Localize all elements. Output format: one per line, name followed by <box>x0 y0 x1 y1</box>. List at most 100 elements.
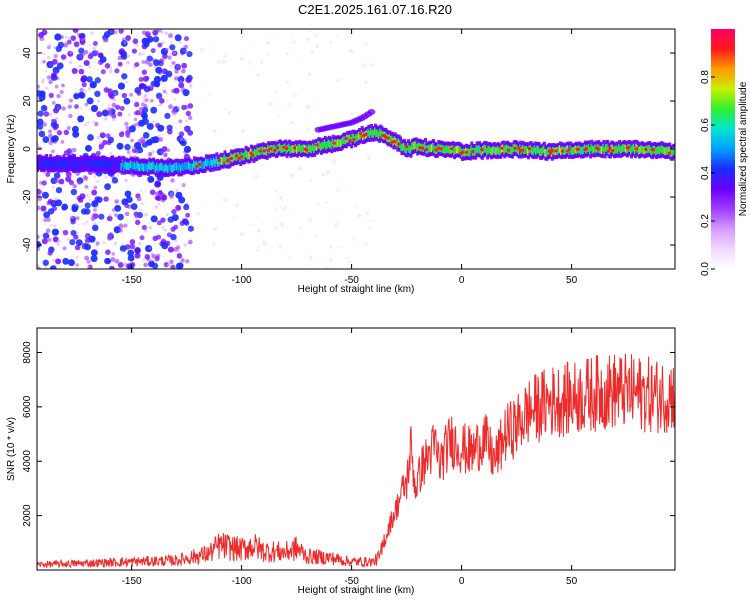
y-tick-label: 2000 <box>22 504 33 527</box>
heatmap-noise-cell <box>121 92 128 99</box>
heatmap-noise-cell <box>298 166 303 171</box>
heatmap-noise-cell <box>87 87 92 91</box>
heatmap-noise-cell <box>259 60 264 65</box>
heatmap-noise-cell <box>232 216 236 220</box>
heatmap-noise-cell <box>254 174 259 179</box>
heatmap-noise-cell <box>131 145 135 150</box>
heatmap-noise-cell <box>129 92 133 97</box>
heatmap-noise-cell <box>161 242 169 250</box>
heatmap-noise-cell <box>133 117 138 122</box>
heatmap-noise-cell <box>308 218 313 222</box>
heatmap-noise-cell <box>274 90 277 93</box>
heatmap-noise-cell <box>173 87 180 94</box>
heatmap-noise-cell <box>61 203 69 211</box>
heatmap-noise-cell <box>97 96 100 100</box>
heatmap-noise-cell <box>175 245 181 250</box>
heatmap-noise-cell <box>349 48 352 52</box>
heatmap-noise-cell <box>182 49 187 53</box>
heatmap-noise-cell <box>360 145 363 147</box>
heatmap-noise-cell <box>157 104 160 107</box>
snr-frame <box>36 327 676 571</box>
heatmap-noise-cell <box>157 202 161 206</box>
heatmap-noise-cell <box>127 265 134 269</box>
heatmap-noise-cell <box>131 48 138 54</box>
heatmap-noise-cell <box>148 225 153 230</box>
heatmap-noise-cell <box>43 218 48 223</box>
heatmap-noise-cell <box>118 223 124 229</box>
heatmap-noise-cell <box>95 241 100 246</box>
heatmap-noise-cell <box>79 39 86 46</box>
heatmap-noise-cell <box>222 197 228 202</box>
heatmap-noise-cell <box>56 129 62 135</box>
heatmap-noise-cell <box>117 213 124 221</box>
heatmap-noise-cell <box>369 63 374 67</box>
heatmap-noise-cell <box>95 205 99 209</box>
heatmap-noise-cell <box>179 220 185 226</box>
heatmap-noise-cell <box>96 61 100 65</box>
heatmap-noise-cell <box>183 145 192 153</box>
heatmap-noise-cell <box>162 89 167 94</box>
heatmap-noise-cell <box>147 175 155 183</box>
heatmap-noise-cell <box>77 115 85 123</box>
heatmap-noise-cell <box>140 202 144 206</box>
heatmap-noise-cell <box>116 173 120 177</box>
heatmap-noise-cell <box>227 110 232 115</box>
heatmap-noise-cell <box>182 89 190 97</box>
heatmap-noise-cell <box>183 117 186 120</box>
heatmap-noise-cell <box>325 201 328 204</box>
heatmap-noise-cell <box>183 243 187 247</box>
heatmap-noise-cell <box>159 117 162 120</box>
heatmap-noise-cell <box>113 243 117 246</box>
heatmap-noise-cell <box>221 59 226 64</box>
heatmap-noise-cell <box>147 31 151 35</box>
heatmap-noise-cell <box>105 68 109 71</box>
heatmap-noise-cell <box>129 239 136 245</box>
heatmap-noise-cell <box>181 184 184 187</box>
heatmap-noise-cell <box>52 258 56 262</box>
colorbar-ticks: 0.0 0.2 0.4 0.6 0.8 <box>700 70 715 276</box>
heatmap-noise-cell <box>52 185 55 189</box>
heatmap-noise-cell <box>111 113 117 119</box>
heatmap-noise-cell <box>157 42 163 48</box>
heatmap-noise-cell <box>90 104 99 113</box>
heatmap-noise-cell <box>334 129 336 131</box>
heatmap-noise-cell <box>154 205 159 209</box>
heatmap-noise-cell <box>94 61 97 64</box>
heatmap-noise-cell <box>146 35 154 43</box>
heatmap-noise-cell <box>273 34 276 37</box>
heatmap-noise-cell <box>283 200 285 203</box>
heatmap-noise-cell <box>87 134 94 141</box>
heatmap-noise-cell <box>60 83 65 88</box>
heatmap-noise-cell <box>42 78 45 81</box>
heatmap-noise-cell <box>147 235 151 238</box>
heatmap-noise-cell <box>83 222 86 226</box>
heatmap-noise-cell <box>134 213 140 219</box>
heatmap-noise-cell <box>94 77 101 84</box>
heatmap-noise-cell <box>124 41 127 44</box>
heatmap-noise-cell <box>129 243 136 250</box>
heatmap-noise-cell <box>117 111 123 117</box>
heatmap-noise-cell <box>56 93 61 99</box>
heatmap-noise-cell <box>175 121 178 124</box>
heatmap-noise-cell <box>348 259 352 264</box>
heatmap-noise-cell <box>356 213 361 218</box>
heatmap-noise-cell <box>95 150 101 156</box>
heatmap-noise-cell <box>85 104 88 108</box>
heatmap-noise-cell <box>173 51 176 55</box>
heatmap-noise-cell <box>334 210 337 213</box>
heatmap-noise-cell <box>187 225 194 232</box>
heatmap-noise-cell <box>74 104 79 109</box>
heatmap-noise-cell <box>37 266 41 269</box>
heatmap-noise-cell <box>79 65 82 68</box>
y-tick-label: 6000 <box>22 395 33 418</box>
heatmap-noise-cell <box>48 92 54 98</box>
heatmap-noise-cell <box>181 62 188 69</box>
heatmap-noise-cell <box>114 68 120 74</box>
heatmap-noise-cell <box>131 148 137 154</box>
heatmap-noise-cell <box>155 180 161 187</box>
heatmap-noise-cell <box>124 203 130 209</box>
heatmap-noise-cell <box>167 147 171 151</box>
heatmap-noise-cell <box>123 223 128 228</box>
heatmap-noise-cell <box>188 239 193 245</box>
heatmap-noise-cell <box>166 124 173 131</box>
